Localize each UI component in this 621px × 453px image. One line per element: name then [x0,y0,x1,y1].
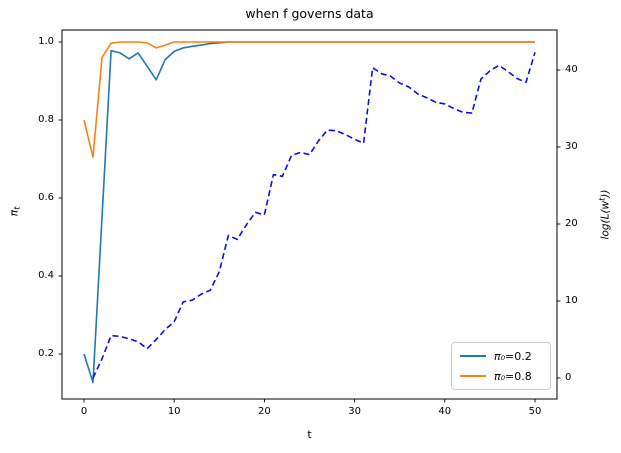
x-tick-label: 10 [167,406,181,417]
pi-symbol: π [7,209,21,217]
pi-subscript: t [12,206,22,210]
left-y-tick-label: 1.0 [38,36,54,47]
right-y-tick-label: 0 [565,372,572,383]
right-y-tick-label: 30 [565,141,578,152]
axes-spines [61,29,558,400]
x-tick-label: 40 [438,406,452,417]
series-line-pi0=0.8 [83,41,535,158]
right-y-tick-label: 20 [565,218,578,229]
loglik-label-pre: log(L(w [599,200,612,240]
legend-line-swatch-blue [460,355,486,357]
x-tick-label: 50 [528,406,542,417]
legend-label: π₀=0.2 [494,350,532,363]
loglik-label-sup: t [597,197,607,201]
x-axis-label: t [307,428,312,441]
legend-entry-pi0-0.2: π₀=0.2 [460,350,542,363]
legend-value: =0.8 [505,369,532,383]
x-tick-label: 20 [258,406,271,417]
legend-symbol: π₀ [494,349,506,363]
series-line-log-likelihood [92,52,536,379]
left-y-tick-label: 0.2 [38,348,54,359]
legend: π₀=0.2 π₀=0.8 [451,342,551,390]
legend-value: =0.2 [505,349,532,363]
legend-label: π₀=0.8 [494,370,532,383]
left-y-tick-label: 0.6 [38,192,54,203]
left-y-tick-label: 0.8 [38,114,54,125]
legend-entry-pi0-0.8: π₀=0.8 [460,370,542,383]
chart-title: when f governs data [245,6,374,21]
legend-symbol: π₀ [494,369,506,383]
x-tick-label: 30 [348,406,361,417]
legend-line-swatch-orange [460,375,486,377]
left-y-tick-label: 0.4 [38,270,54,281]
loglik-label-post: )) [599,189,612,198]
right-y-tick-label: 10 [565,295,578,306]
right-y-tick-label: 40 [565,64,578,75]
x-tick-label: 0 [80,406,88,417]
y-axis-label-right: log(L(wt)) [598,174,613,256]
series-line-pi0=0.2 [83,41,535,384]
